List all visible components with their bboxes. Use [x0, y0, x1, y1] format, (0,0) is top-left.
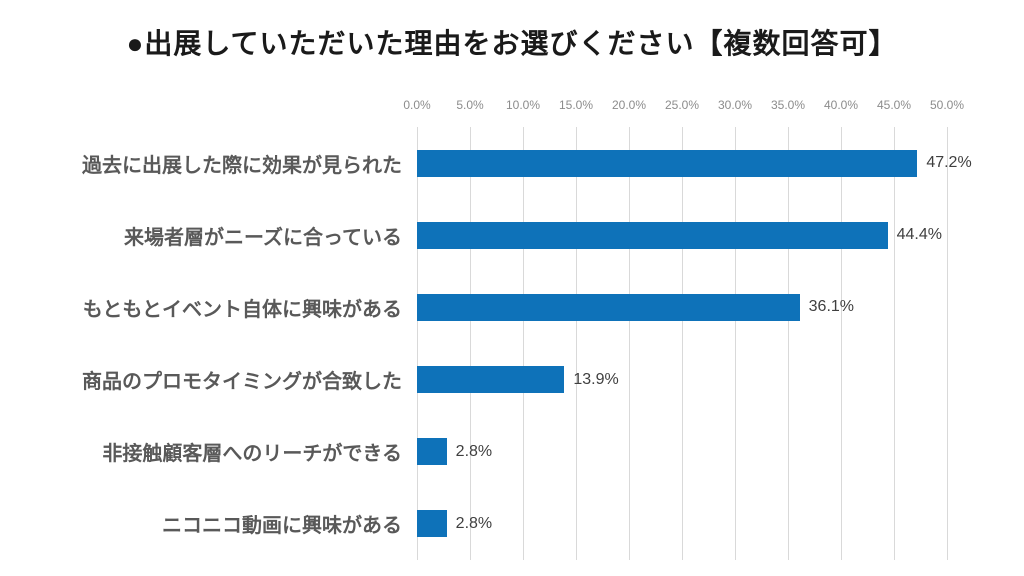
x-tick-label: 45.0%	[876, 98, 912, 112]
category-labels: 過去に出展した際に効果が見られた来場者層がニーズに合っているもともとイベント自体…	[30, 127, 402, 560]
bar	[417, 293, 800, 321]
bar	[417, 438, 447, 466]
x-tick-label: 15.0%	[558, 98, 594, 112]
bar-row: 36.1%	[417, 293, 947, 321]
bar-row: 47.2%	[417, 149, 972, 177]
value-label: 36.1%	[808, 298, 855, 316]
bar-row: 13.9%	[417, 366, 947, 394]
category-label: ニコニコ動画に興味がある	[162, 515, 402, 538]
bar	[417, 366, 565, 394]
category-label: 来場者層がニーズに合っている	[124, 226, 402, 249]
chart-title: ●出展していただいた理由をお選びください【複数回答可】	[126, 28, 898, 59]
category-label: 過去に出展した際に効果が見られた	[82, 154, 402, 177]
x-tick-label: 40.0%	[823, 98, 859, 112]
value-label: 47.2%	[926, 154, 972, 172]
bar-row: 2.8%	[417, 438, 947, 466]
x-tick-label: 0.0%	[403, 98, 431, 112]
x-tick-label: 5.0%	[456, 98, 484, 112]
value-label: 2.8%	[455, 514, 493, 532]
bar-row: 44.4%	[417, 221, 947, 249]
x-tick-label: 50.0%	[929, 98, 965, 112]
bar-row: 2.8%	[417, 510, 947, 538]
category-label: もともとイベント自体に興味がある	[82, 298, 402, 321]
value-label: 2.8%	[455, 442, 493, 460]
plot-area: 47.2% 44.4% 36.1% 13.9% 2.8% 2.8%	[417, 127, 972, 560]
bar	[417, 221, 888, 249]
category-label: 商品のプロモタイミングが合致した	[82, 371, 402, 394]
x-axis-tick-labels: 0.0% 5.0% 10.0% 15.0% 20.0% 25.0% 30.0% 35.0% 40…	[403, 98, 964, 114]
value-label: 44.4%	[896, 226, 942, 244]
bar	[417, 510, 447, 538]
x-tick-label: 30.0%	[717, 98, 753, 112]
x-tick-label: 10.0%	[505, 98, 541, 112]
value-label: 13.9%	[573, 370, 619, 388]
x-tick-label: 35.0%	[770, 98, 806, 112]
category-label: 非接触顧客層へのリーチができる	[102, 443, 402, 466]
x-tick-label: 20.0%	[611, 98, 647, 112]
x-tick-label: 25.0%	[664, 98, 700, 112]
bar	[417, 149, 918, 177]
